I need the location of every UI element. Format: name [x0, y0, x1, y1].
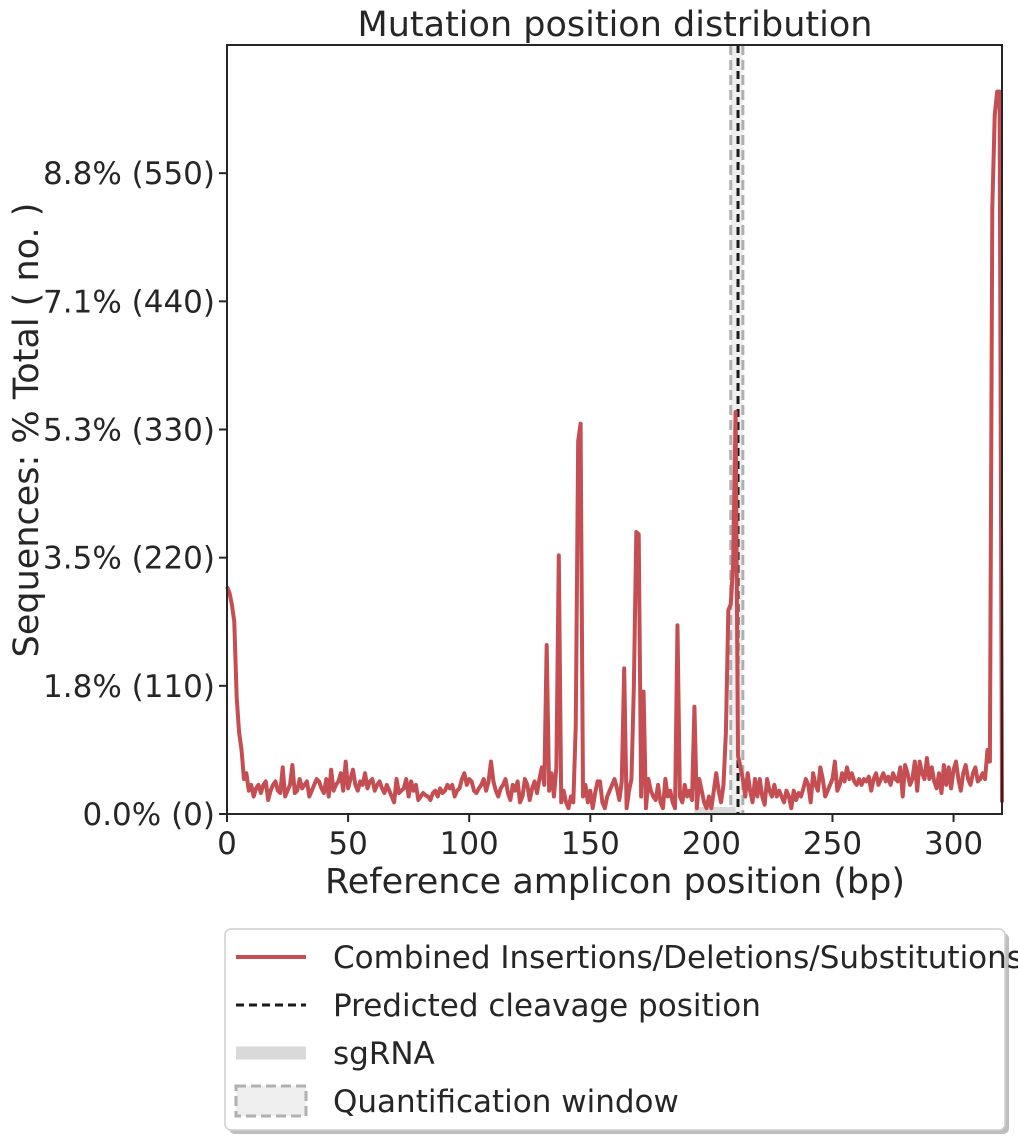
legend-label: Predicted cleavage position	[333, 988, 761, 1024]
y-tick-label: 3.5% (220)	[43, 541, 215, 577]
y-tick-label: 8.8% (550)	[43, 156, 215, 192]
x-tick-label: 50	[328, 826, 367, 862]
series-layer	[225, 89, 1004, 811]
legend-items: Combined Insertions/Deletions/Substituti…	[234, 940, 1018, 1120]
y-tick-label: 1.8% (110)	[43, 669, 215, 705]
legend-label: sgRNA	[333, 1036, 435, 1072]
x-tick-label: 300	[924, 826, 983, 862]
x-tick-label: 250	[803, 826, 862, 862]
plot-frame	[226, 44, 1003, 815]
y-axis-ticks: 0.0% (0) 1.8% (110) 3.5% (220) 5.3% (330) 7.…	[43, 156, 227, 833]
legend-swatch-box	[234, 1084, 308, 1118]
chart-title: Mutation position distribution	[358, 5, 873, 45]
y-axis-label: Sequences: % Total ( no. )	[7, 203, 47, 658]
y-tick-label: 7.1% (440)	[43, 284, 215, 320]
x-axis-label: Reference amplicon position (bp)	[325, 862, 905, 902]
y-tick-label: 5.3% (330)	[43, 413, 215, 449]
x-tick-label: 0	[217, 826, 237, 862]
legend: Combined Insertions/Deletions/Substituti…	[224, 928, 1018, 1134]
x-axis-ticks: 0 50 100 150 200 250 300	[217, 814, 983, 862]
sgrna-bar	[694, 807, 736, 814]
series-line	[225, 89, 1004, 811]
y-tick-label: 0.0% (0)	[82, 797, 215, 833]
x-tick-label: 200	[682, 826, 741, 862]
x-tick-label: 100	[440, 826, 499, 862]
legend-label: Combined Insertions/Deletions/Substituti…	[333, 940, 1018, 976]
legend-box	[224, 928, 1006, 1131]
x-tick-label: 150	[561, 826, 620, 862]
legend-label: Quantification window	[333, 1084, 679, 1120]
